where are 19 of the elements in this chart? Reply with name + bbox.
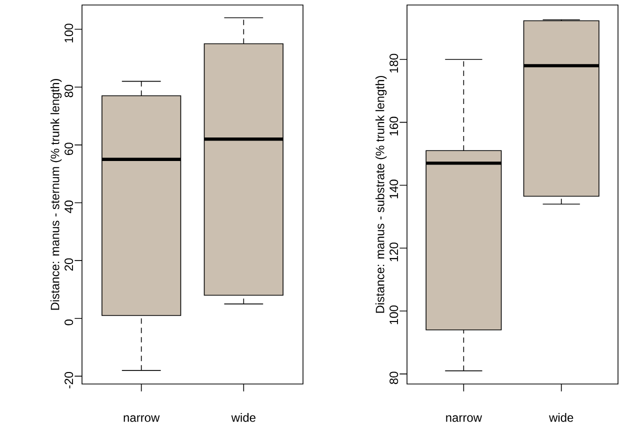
y-axis-title: Distance: manus - substrate (% trunk length) — [375, 76, 387, 313]
y-tick-label: 80 — [64, 84, 74, 98]
y-tick-label: 40 — [64, 200, 74, 214]
y-axis-title: Distance: manus - sternum (% trunk length) — [50, 79, 62, 310]
y-tick-label: 180 — [390, 54, 398, 72]
y-tick-label: 100 — [390, 305, 398, 324]
y-tick-label: 140 — [390, 180, 398, 198]
y-tick-label: 0 — [64, 320, 74, 326]
x-tick-label: narrow — [124, 415, 160, 422]
y-tick-label: 100 — [64, 24, 74, 42]
x-tick-label: wide — [548, 413, 574, 422]
y-tick-label: 80 — [390, 372, 398, 384]
y-tick-label: -20 — [64, 372, 74, 388]
y-tick-label: 20 — [64, 258, 74, 271]
y-tick-label: 60 — [64, 142, 74, 155]
x-tick-label: narrow — [446, 415, 482, 422]
y-tick-label: 120 — [390, 242, 398, 262]
y-tick-label: 160 — [390, 116, 398, 136]
x-tick-label: wide — [231, 413, 256, 422]
